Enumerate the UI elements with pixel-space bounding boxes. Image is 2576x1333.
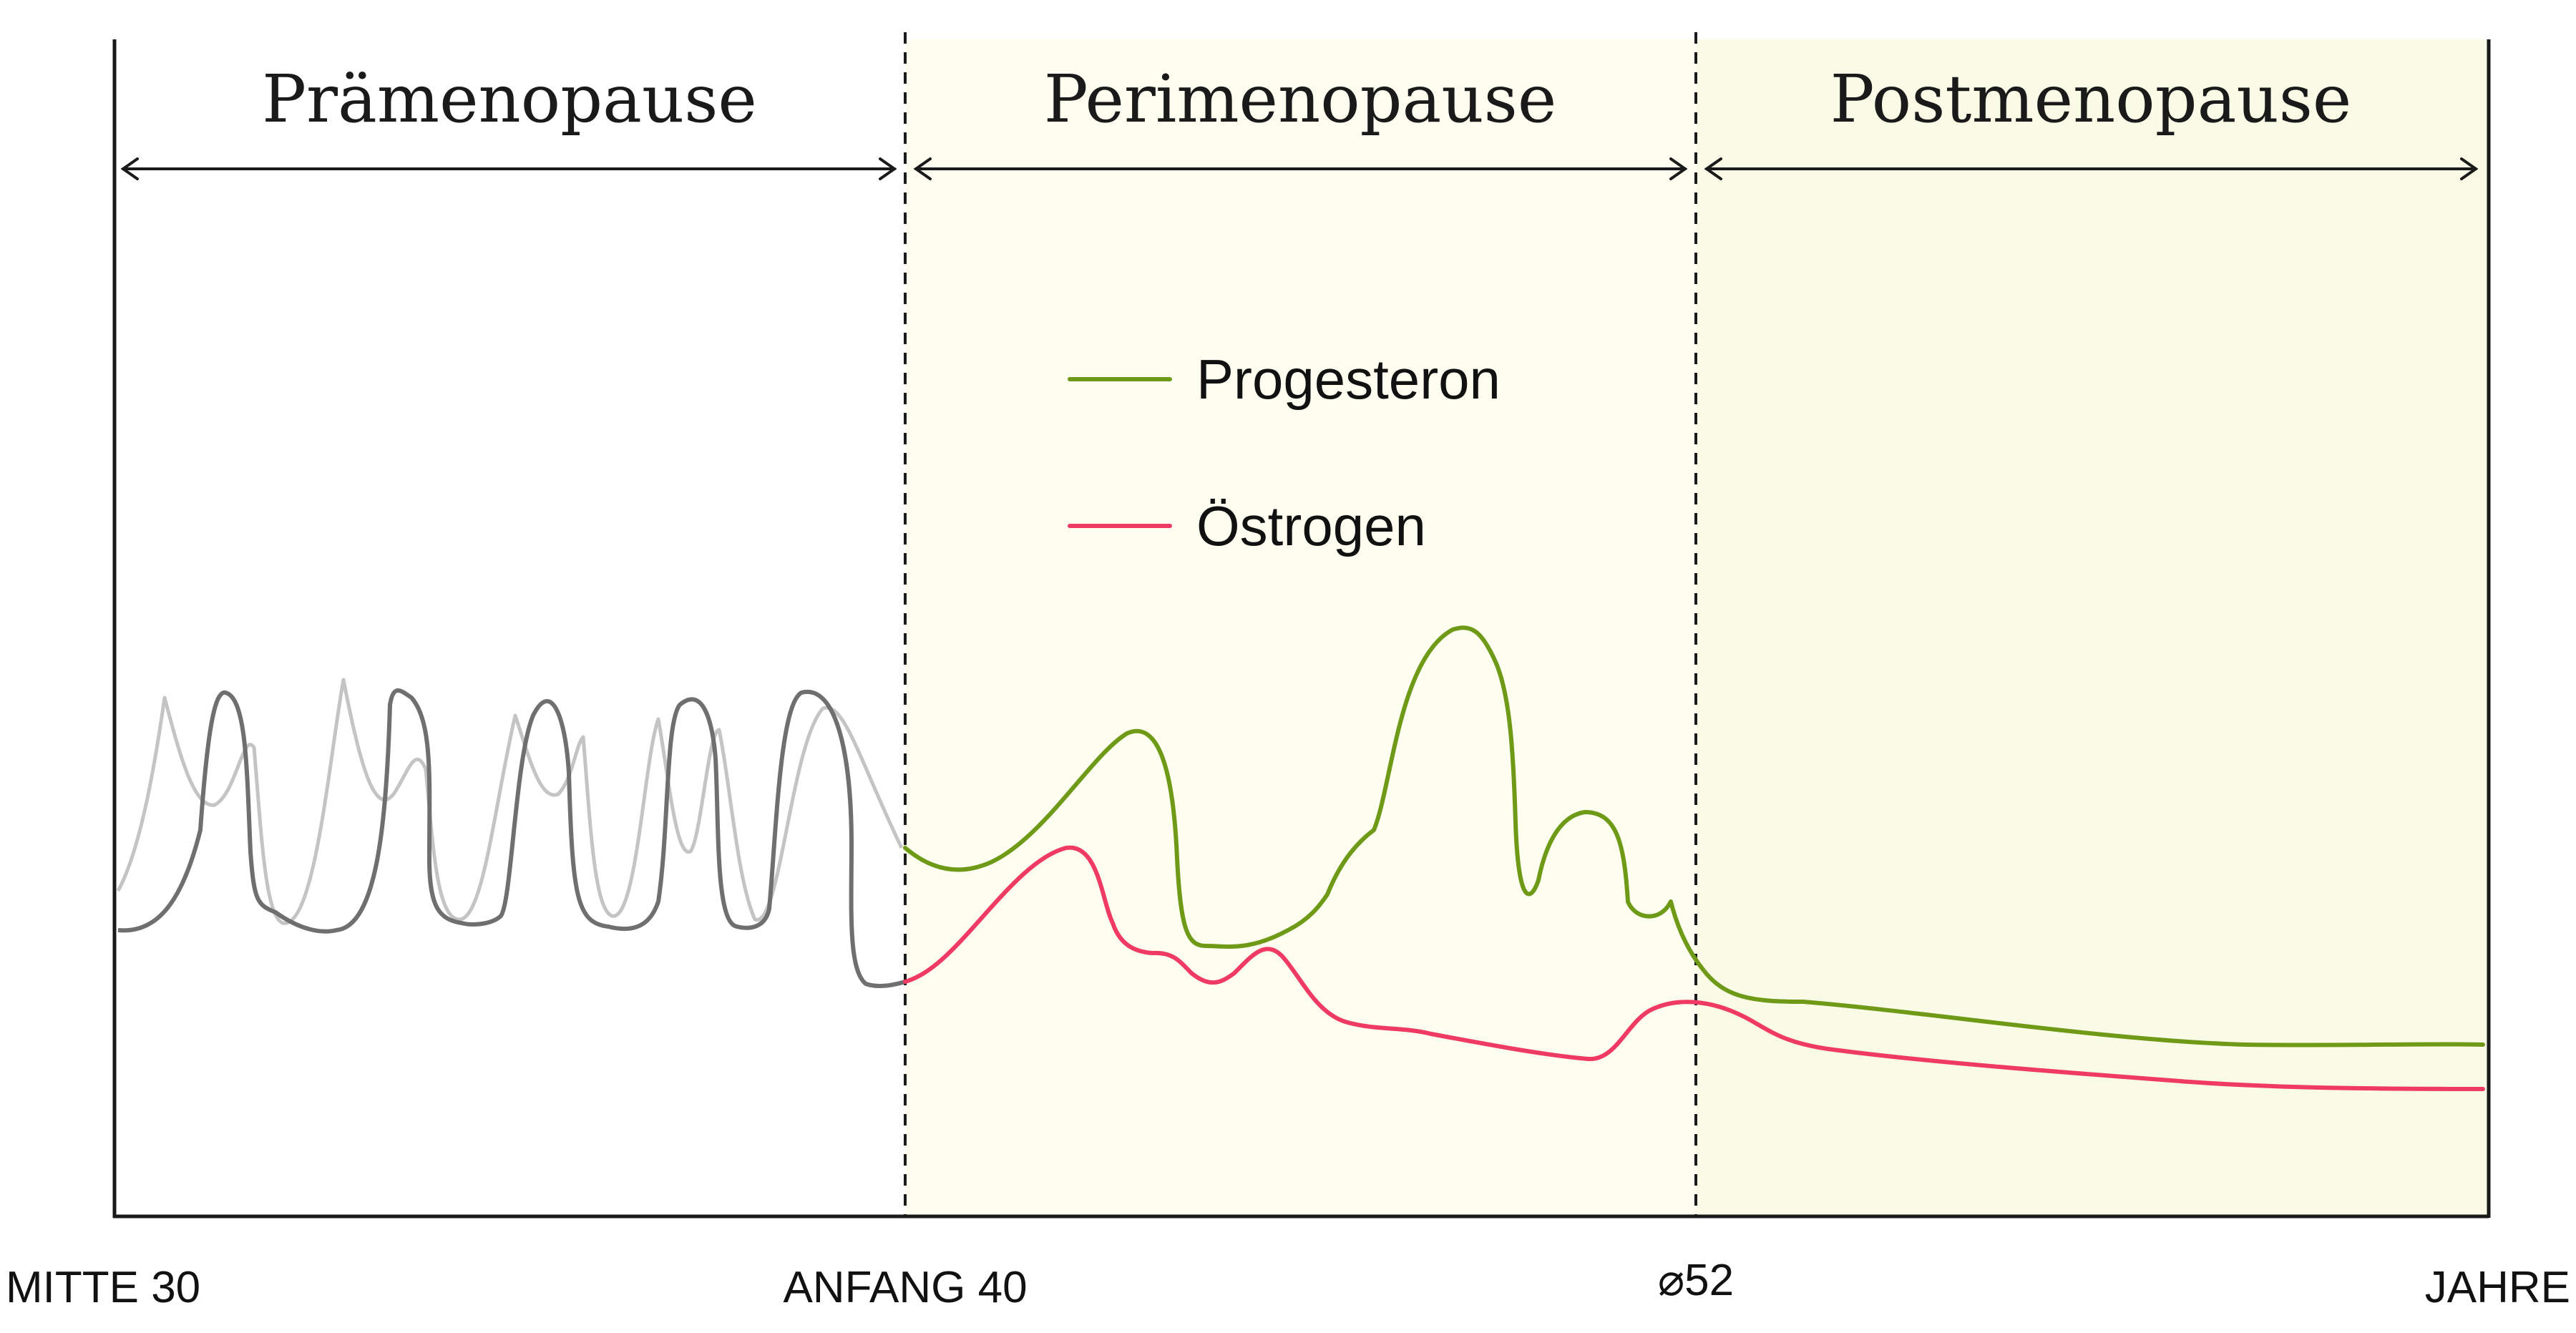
perimenopause-shade <box>905 39 1696 1216</box>
phase-label-postmenopause: Postmenopause <box>1830 61 2352 137</box>
progesteron-line <box>903 625 2485 1048</box>
legend-label-oestrogen: Östrogen <box>1196 494 1426 557</box>
phase-label-praemenopause: Prämenopause <box>262 61 757 137</box>
phase-label-perimenopause: Perimenopause <box>1044 61 1557 137</box>
x-tick-label-mitte-30: MITTE 30 <box>6 1263 200 1312</box>
arrow-perimenopause <box>913 157 1688 180</box>
x-tick-label-52: ⌀52 <box>1658 1256 1734 1305</box>
arrow-postmenopause <box>1704 157 2479 180</box>
legend-label-progesteron: Progesteron <box>1196 348 1501 411</box>
x-tick-label-anfang-40: ANFANG 40 <box>783 1263 1027 1312</box>
arrow-praemenopause <box>120 157 897 180</box>
x-axis-label-jahre: JAHRE <box>2425 1263 2570 1312</box>
phase-arrows <box>120 157 2479 180</box>
oestrogen-line <box>903 845 2485 1091</box>
cycle-curve-light <box>116 678 904 925</box>
legend: Progesteron Östrogen <box>1068 348 1501 557</box>
cycle-curve-dark <box>117 688 906 988</box>
postmenopause-shade <box>1696 39 2489 1216</box>
